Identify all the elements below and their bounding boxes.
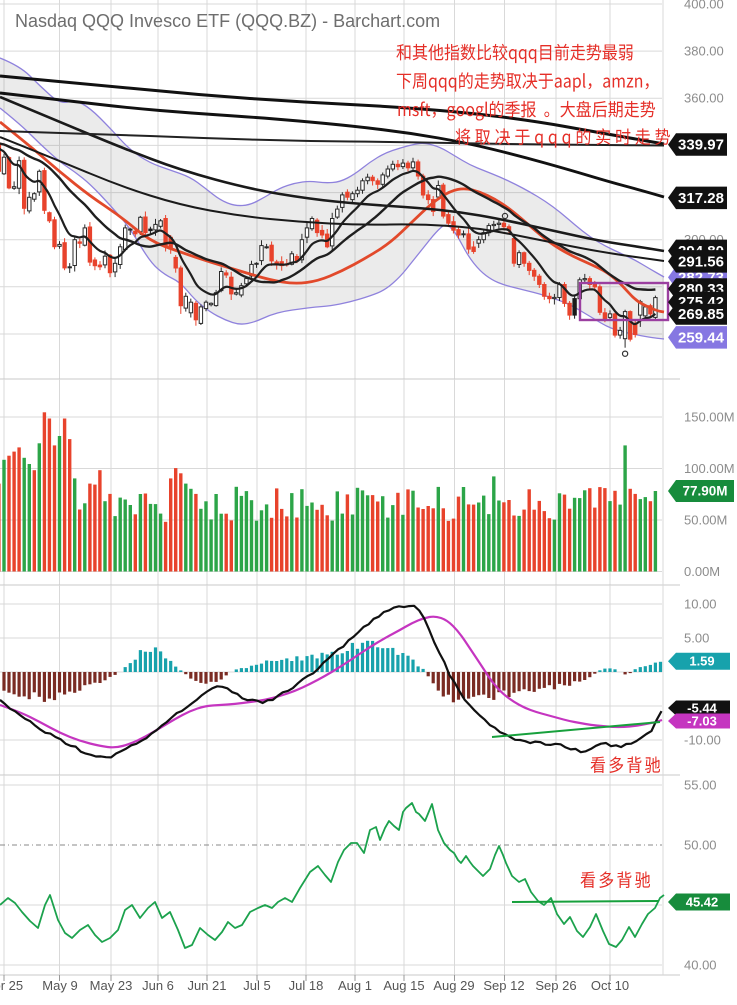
svg-text:-5.44: -5.44 [687, 701, 717, 716]
svg-text:-7.03: -7.03 [687, 714, 717, 729]
svg-text:Sep 12: Sep 12 [483, 978, 524, 993]
svg-text:Jul 18: Jul 18 [289, 978, 324, 993]
svg-text:Jun 21: Jun 21 [187, 978, 226, 993]
svg-text:Aug 1: Aug 1 [338, 978, 372, 993]
svg-text:55.00: 55.00 [684, 777, 717, 792]
svg-text:50.00M: 50.00M [684, 512, 727, 527]
svg-text:Jun 6: Jun 6 [142, 978, 174, 993]
svg-text:May 9: May 9 [42, 978, 77, 993]
svg-text:339.97: 339.97 [678, 137, 724, 154]
svg-text:259.44: 259.44 [678, 329, 725, 346]
svg-text:269.85: 269.85 [678, 306, 724, 323]
svg-text:317.28: 317.28 [678, 190, 724, 207]
svg-text:50.00: 50.00 [684, 837, 717, 852]
svg-text:May 23: May 23 [90, 978, 133, 993]
svg-text:10.00: 10.00 [684, 596, 717, 611]
svg-text:40.00: 40.00 [684, 957, 717, 972]
svg-text:45.42: 45.42 [686, 895, 719, 910]
svg-text:291.56: 291.56 [678, 253, 724, 270]
svg-text:77.90M: 77.90M [682, 484, 727, 499]
svg-text:-10.00: -10.00 [684, 732, 721, 747]
svg-text:Nasdaq QQQ Invesco ETF (QQQ.BZ: Nasdaq QQQ Invesco ETF (QQQ.BZ) - Barcha… [15, 11, 440, 31]
svg-text:360.00: 360.00 [684, 91, 724, 106]
svg-text:100.00M: 100.00M [684, 461, 735, 476]
svg-text:150.00M: 150.00M [684, 409, 735, 424]
svg-text:400.00: 400.00 [684, 0, 724, 11]
svg-text:Apr 25: Apr 25 [0, 978, 23, 993]
svg-text:Jul 5: Jul 5 [243, 978, 270, 993]
svg-text:380.00: 380.00 [684, 43, 724, 58]
svg-text:0.00M: 0.00M [684, 564, 720, 579]
svg-text:5.00: 5.00 [684, 630, 709, 645]
svg-text:Aug 15: Aug 15 [383, 978, 424, 993]
svg-text:Sep 26: Sep 26 [535, 978, 576, 993]
svg-text:1.59: 1.59 [689, 654, 714, 669]
svg-text:Oct 10: Oct 10 [591, 978, 629, 993]
svg-text:Aug 29: Aug 29 [433, 978, 474, 993]
